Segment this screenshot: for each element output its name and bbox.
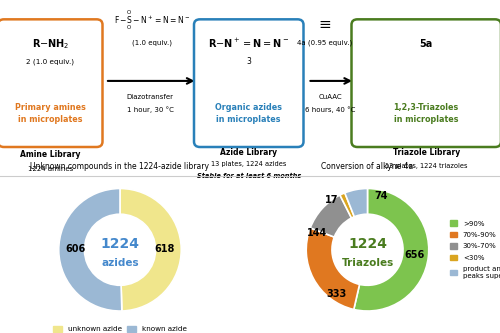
Text: 13 plates, 1224 azides: 13 plates, 1224 azides: [211, 161, 286, 167]
FancyBboxPatch shape: [0, 19, 102, 147]
Text: 4a (0.95 equiv.): 4a (0.95 equiv.): [298, 39, 352, 46]
Text: 1224 amines: 1224 amines: [28, 166, 73, 171]
Wedge shape: [310, 195, 352, 237]
Text: 5a: 5a: [420, 39, 433, 49]
FancyBboxPatch shape: [352, 19, 500, 147]
Text: 144: 144: [307, 227, 328, 237]
Legend: unknown azide, known azide: unknown azide, known azide: [50, 323, 190, 333]
Text: R$-$N$^+$$=$N$=$N$^-$: R$-$N$^+$$=$N$=$N$^-$: [208, 37, 290, 50]
Text: 606: 606: [65, 243, 86, 253]
Wedge shape: [120, 188, 182, 311]
Text: 74: 74: [374, 191, 388, 201]
Title: Unknown compounds in the 1224-azide library: Unknown compounds in the 1224-azide libr…: [30, 162, 210, 171]
Text: 2 (1.0 equiv.): 2 (1.0 equiv.): [26, 58, 74, 65]
Text: azides: azides: [101, 258, 139, 268]
Legend: >90%, 70%-90%, 30%-70%, <30%, product and alkyne
peaks superimposed: >90%, 70%-90%, 30%-70%, <30%, product an…: [448, 218, 500, 282]
Text: 1224: 1224: [100, 237, 140, 251]
Wedge shape: [345, 188, 368, 217]
Text: $\mathrm{F-\!\overset{O}{\underset{O}{S}}-N^+=N=N^-}$: $\mathrm{F-\!\overset{O}{\underset{O}{S}…: [114, 8, 191, 32]
Text: 333: 333: [326, 289, 347, 299]
FancyArrowPatch shape: [310, 78, 350, 84]
Text: 1224: 1224: [348, 237, 387, 251]
Text: 1,2,3-Triazoles
in microplates: 1,2,3-Triazoles in microplates: [394, 103, 459, 125]
Text: Triazoles: Triazoles: [342, 258, 394, 268]
Text: 13 plates, 1224 triazoles: 13 plates, 1224 triazoles: [385, 163, 468, 169]
Text: 1 hour, 30 °C: 1 hour, 30 °C: [126, 107, 174, 114]
Text: Stable for at least 6 months: Stable for at least 6 months: [196, 173, 301, 179]
Text: Organic azides
in microplates: Organic azides in microplates: [215, 103, 282, 125]
Text: 3: 3: [246, 57, 251, 66]
Text: 17: 17: [325, 194, 338, 204]
Wedge shape: [340, 193, 354, 218]
Text: 618: 618: [154, 243, 175, 253]
FancyArrowPatch shape: [108, 78, 192, 84]
Wedge shape: [354, 188, 429, 311]
Text: Triazole Library: Triazole Library: [392, 148, 460, 157]
Text: Diazotransfer: Diazotransfer: [126, 94, 174, 100]
Text: 656: 656: [404, 250, 425, 260]
Title: Conversion of alkyne 4a: Conversion of alkyne 4a: [322, 162, 414, 171]
Wedge shape: [58, 188, 122, 311]
Text: CuAAC: CuAAC: [318, 94, 342, 100]
Text: ≡: ≡: [318, 17, 332, 32]
Text: Primary amines
in microplates: Primary amines in microplates: [15, 103, 86, 125]
FancyBboxPatch shape: [194, 19, 304, 147]
Text: (1.0 equiv.): (1.0 equiv.): [132, 39, 172, 46]
Text: Amine Library: Amine Library: [20, 150, 80, 159]
Wedge shape: [306, 228, 360, 309]
Text: R$-$NH$_2$: R$-$NH$_2$: [32, 37, 69, 51]
Text: 6 hours, 40 °C: 6 hours, 40 °C: [305, 107, 355, 114]
Text: Azide Library: Azide Library: [220, 148, 278, 157]
